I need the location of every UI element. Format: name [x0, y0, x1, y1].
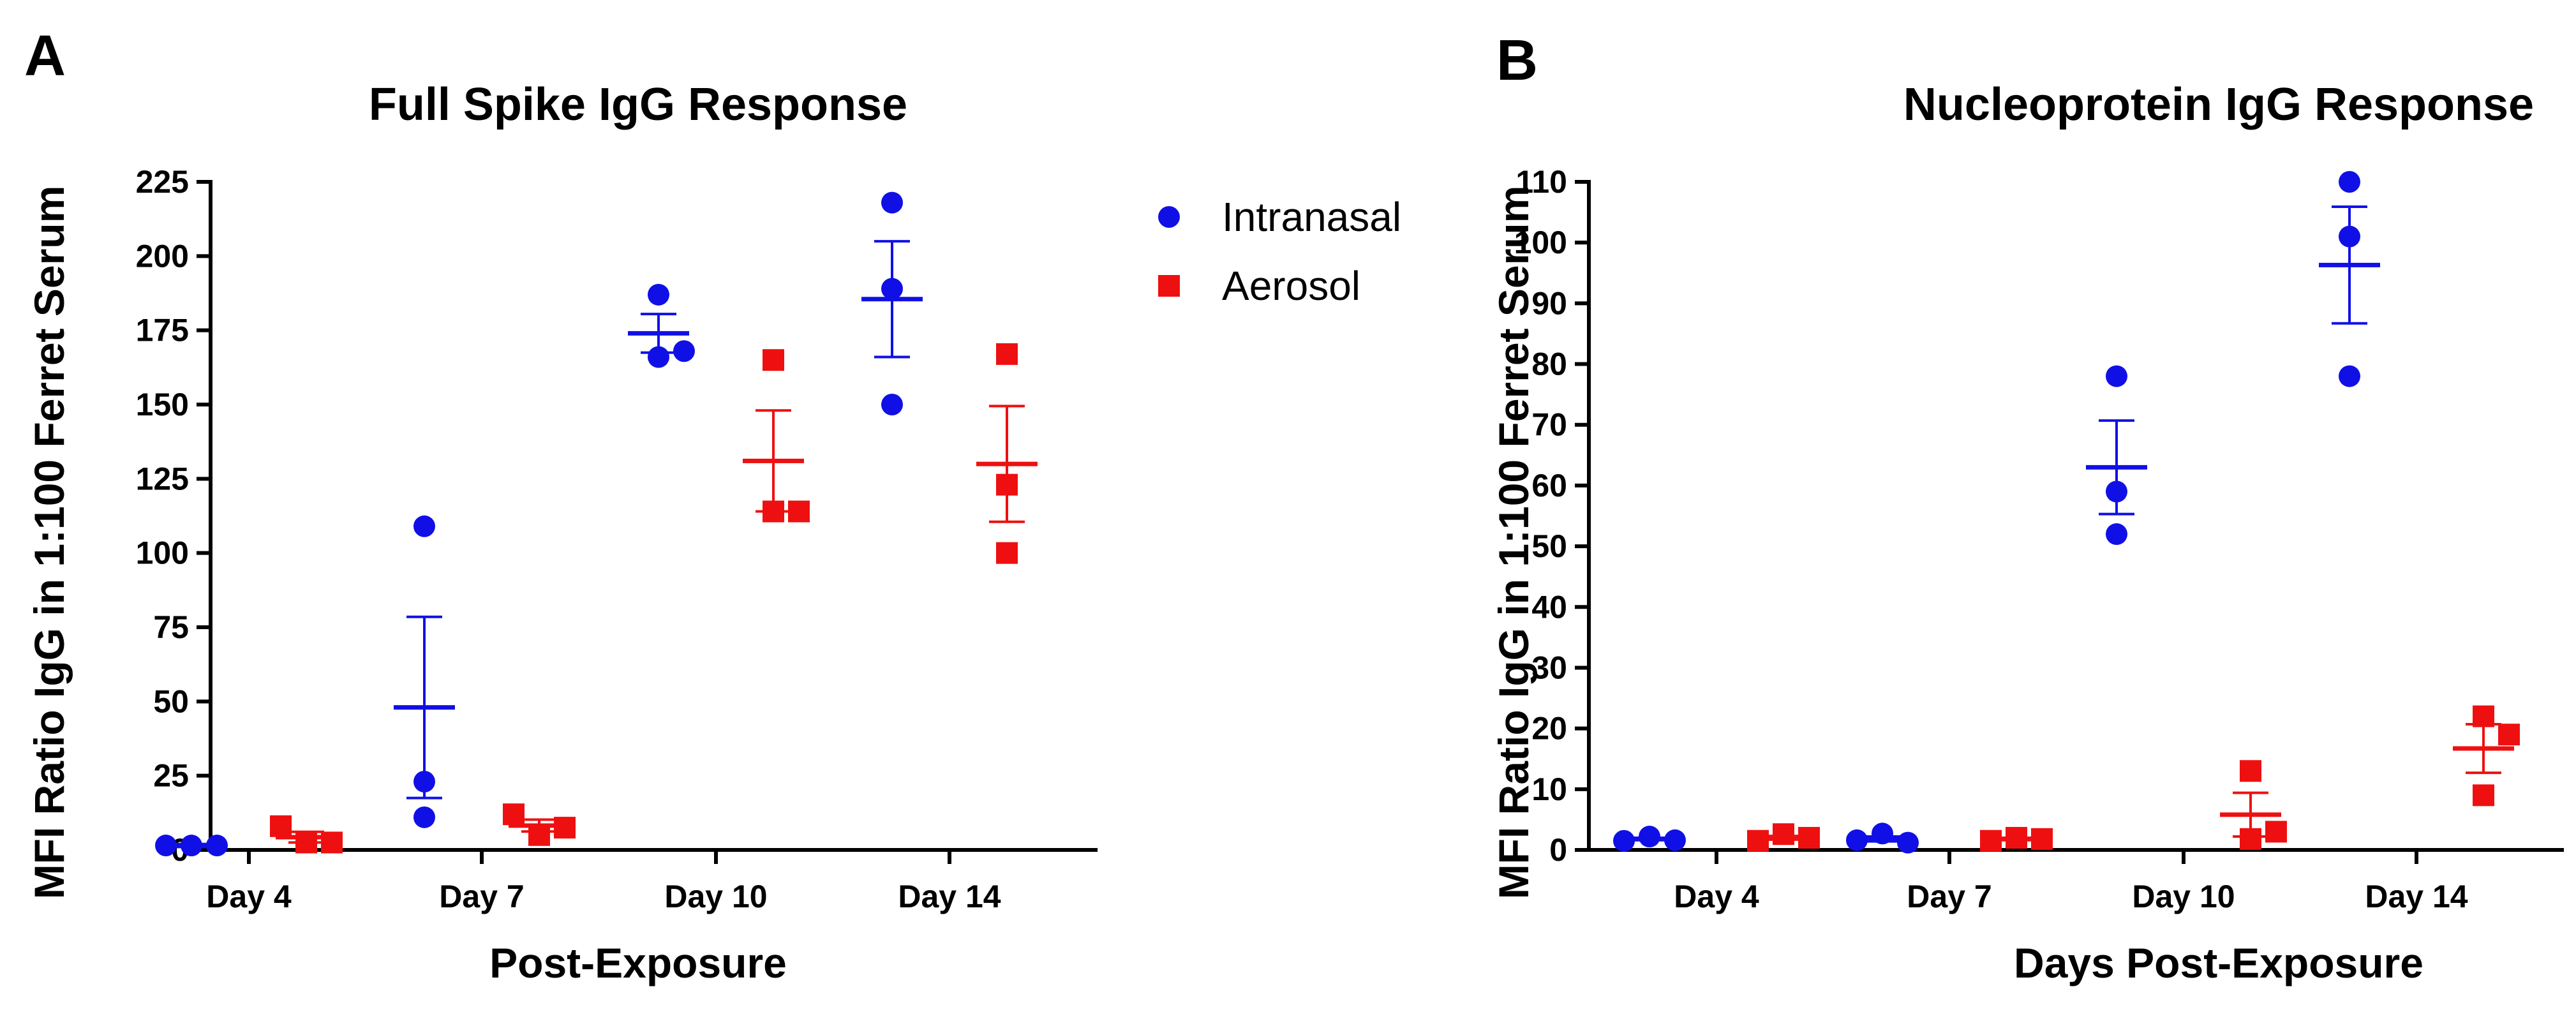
data-point-aerosol: [996, 542, 1018, 564]
data-point-aerosol: [554, 817, 576, 839]
y-tick-label: 100: [1514, 225, 1567, 260]
data-point-aerosol: [1980, 830, 2002, 852]
data-point-aerosol: [295, 831, 317, 854]
x-tick-label: Day 7: [439, 879, 524, 914]
y-tick-label: 0: [1549, 832, 1567, 868]
y-tick-label: 30: [1531, 650, 1567, 685]
data-point-aerosol: [2473, 705, 2494, 727]
data-point-intranasal: [2106, 523, 2127, 546]
data-point-intranasal: [413, 770, 435, 792]
y-tick-label: 75: [153, 609, 189, 645]
data-point-aerosol: [996, 343, 1018, 365]
data-point-aerosol: [2006, 826, 2027, 849]
panel-a-ylabel: MFI Ratio IgG in 1:100 Ferret Serum: [26, 186, 73, 900]
panel-b-xlabel: Days Post-Exposure: [2014, 939, 2423, 986]
data-point-intranasal: [413, 806, 435, 828]
data-point-aerosol: [2031, 828, 2053, 850]
panel-b-label: B: [1496, 29, 1538, 93]
data-point-intranasal: [1664, 829, 1686, 851]
y-tick-label: 50: [153, 683, 189, 719]
y-tick-label: 225: [136, 164, 189, 200]
data-point-aerosol: [2265, 821, 2287, 843]
panel-b-ylabel: MFI Ratio IgG in 1:100 Ferret Serum: [1490, 186, 1537, 900]
data-point-aerosol: [2498, 724, 2520, 746]
data-point-aerosol: [1773, 823, 1794, 845]
y-tick-label: 200: [136, 238, 189, 274]
x-tick-label: Day 10: [664, 879, 767, 914]
y-tick-label: 90: [1531, 285, 1567, 321]
data-point-intranasal: [673, 340, 695, 362]
data-point-aerosol: [270, 815, 292, 837]
legend-aerosol-label: Aerosol: [1222, 263, 1360, 309]
data-point-intranasal: [181, 835, 202, 857]
x-tick-label: Day 14: [2365, 879, 2468, 914]
y-tick-label: 25: [153, 758, 189, 794]
data-point-intranasal: [881, 191, 903, 214]
data-point-intranasal: [1897, 831, 1919, 854]
x-tick-label: Day 10: [2132, 879, 2235, 914]
data-point-aerosol: [1747, 830, 1769, 852]
panel-a-xlabel: Post-Exposure: [489, 939, 787, 986]
legend-aerosol-marker: [1158, 275, 1180, 297]
legend: Intranasal Aerosol: [1158, 194, 1401, 309]
data-point-aerosol: [2240, 828, 2261, 850]
panel-b-plot-area: 0 10 20 30 40 50 60 70 80 90 100 110 Day 4 Day 7 Day 1…: [1514, 164, 2564, 914]
y-tick-label: 70: [1531, 407, 1567, 443]
panel-a-title: Full Spike IgG Response: [369, 79, 907, 130]
data-point-aerosol: [996, 473, 1018, 496]
data-point-intranasal: [2106, 480, 2127, 503]
data-point-intranasal: [1872, 822, 1893, 845]
y-tick-label: 150: [136, 387, 189, 422]
legend-intranasal-marker: [1158, 206, 1180, 228]
data-point-aerosol: [2240, 760, 2261, 782]
y-tick-label: 125: [136, 461, 189, 496]
data-point-aerosol: [2473, 784, 2494, 807]
data-point-intranasal: [1613, 830, 1635, 852]
data-point-intranasal: [2106, 365, 2127, 387]
y-tick-label: 10: [1531, 771, 1567, 807]
data-point-aerosol: [763, 500, 784, 523]
data-point-intranasal: [1639, 826, 1660, 848]
data-point-intranasal: [648, 283, 669, 306]
data-point-intranasal: [206, 835, 228, 857]
data-point-aerosol: [528, 824, 550, 846]
y-tick-label: 110: [1515, 164, 1567, 200]
data-point-aerosol: [321, 831, 343, 854]
y-tick-label: 80: [1531, 346, 1567, 382]
data-point-intranasal: [2339, 225, 2360, 248]
data-point-aerosol: [788, 500, 810, 523]
x-tick-label: Day 4: [206, 879, 292, 914]
data-point-aerosol: [763, 349, 784, 371]
data-point-intranasal: [2339, 171, 2360, 193]
data-point-aerosol: [503, 803, 525, 826]
data-point-intranasal: [155, 835, 177, 857]
data-point-intranasal: [881, 278, 903, 300]
x-tick-label: Day 14: [898, 879, 1001, 914]
y-tick-label: 100: [136, 535, 189, 571]
y-tick-label: 50: [1531, 528, 1567, 564]
y-tick-label: 20: [1531, 711, 1567, 747]
y-tick-label: 175: [136, 313, 189, 348]
x-tick-label: Day 4: [1674, 879, 1759, 914]
y-tick-label: 60: [1531, 468, 1567, 503]
legend-intranasal-label: Intranasal: [1222, 194, 1401, 240]
data-point-intranasal: [648, 346, 669, 368]
data-point-intranasal: [1846, 829, 1868, 851]
data-point-intranasal: [881, 394, 903, 415]
data-point-intranasal: [2339, 365, 2360, 387]
data-point-intranasal: [413, 515, 435, 537]
x-tick-label: Day 7: [1907, 879, 1992, 914]
data-point-aerosol: [1798, 826, 1820, 849]
panel-b-title: Nucleoprotein IgG Response: [1903, 79, 2534, 130]
panel-a-label: A: [24, 24, 66, 88]
y-tick-label: 40: [1531, 589, 1567, 625]
